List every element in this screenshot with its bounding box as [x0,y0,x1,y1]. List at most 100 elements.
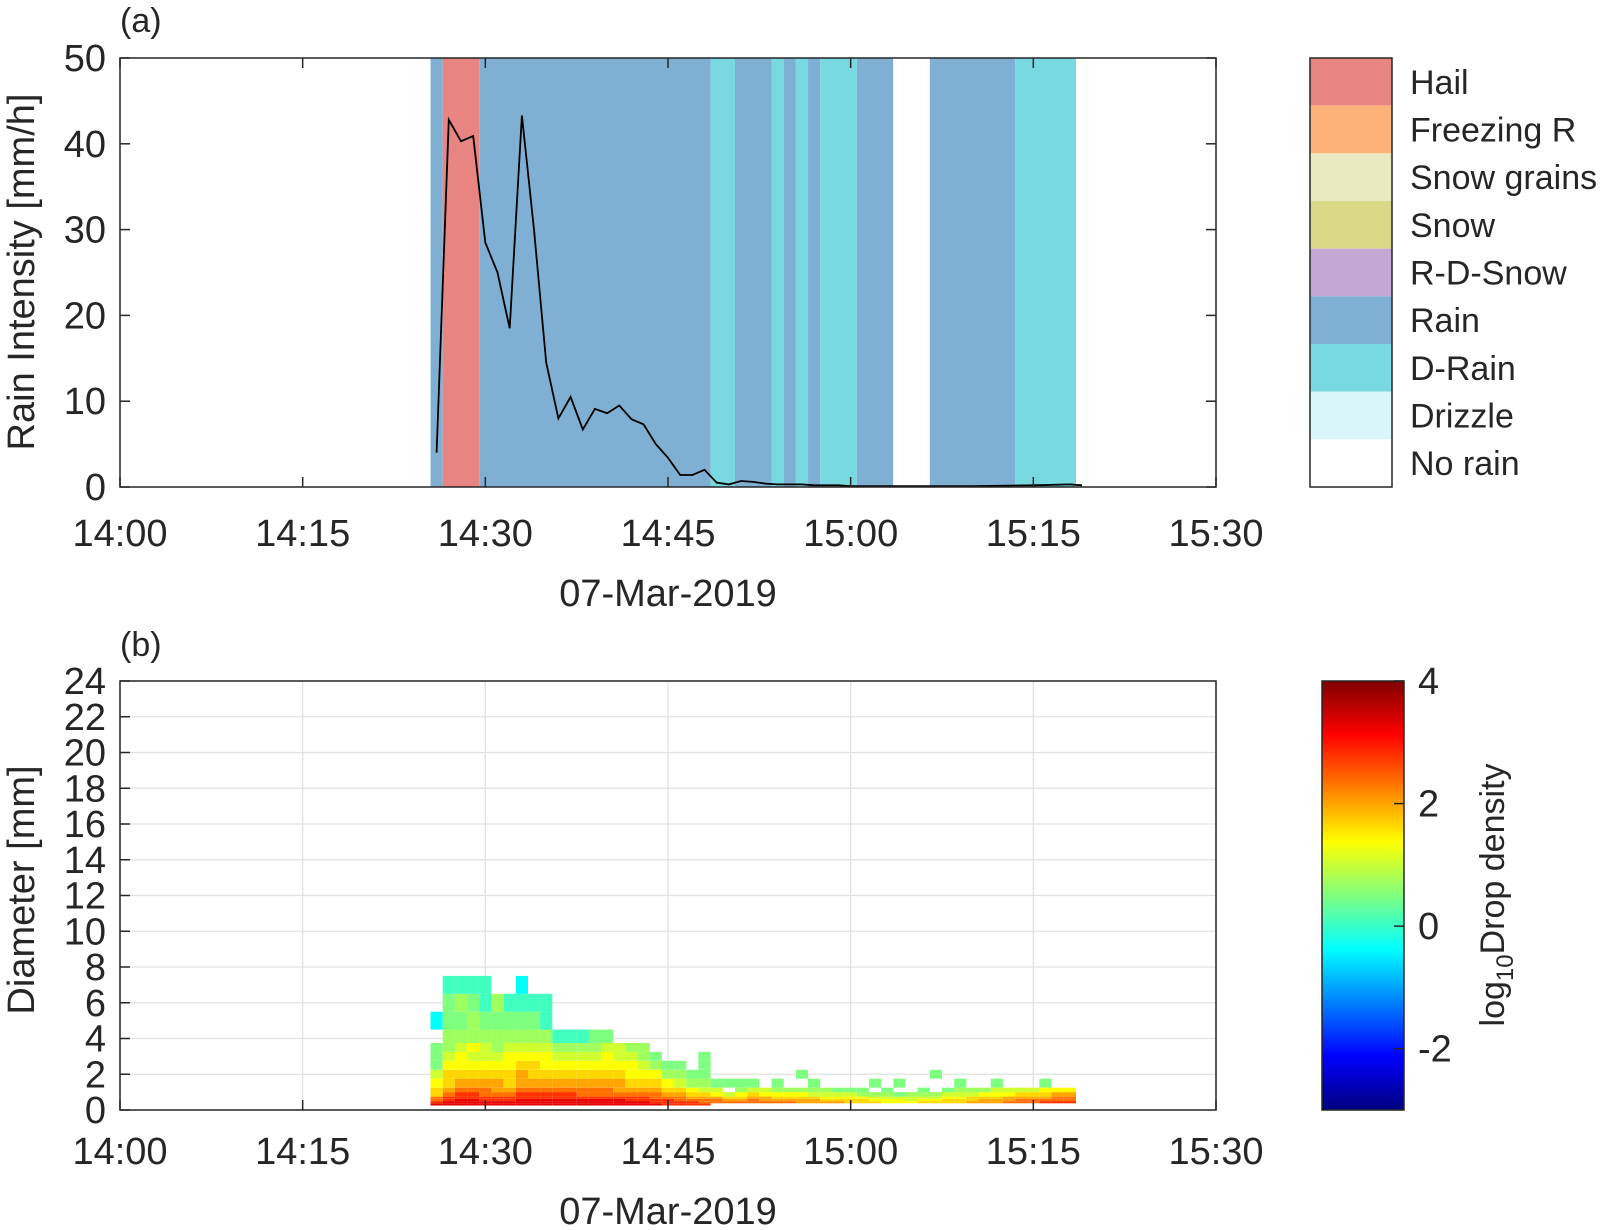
heatmap-cell-17-7 [637,1069,650,1079]
heatmap-cell-13-0 [588,1103,601,1106]
type-band-9 [820,58,857,487]
heatmap-cell-21-3 [686,1096,699,1099]
heatmap-cell-45-2 [978,1096,991,1099]
heatmap-cell-43-0 [954,1101,967,1104]
heatmap-cell-46-1 [990,1098,1003,1101]
heatmap-cell-40-3 [917,1092,930,1097]
heatmap-cell-18-3 [649,1096,662,1099]
heatmap-cell-14-7 [601,1069,614,1079]
heatmap-cell-45-1 [978,1098,991,1101]
legend-swatch-snow-grains [1310,153,1392,201]
heatmap-cell-26-1 [747,1098,760,1101]
heatmap-cell-10-5 [552,1087,565,1093]
heatmap-cell-25-3 [735,1092,748,1097]
y-tick-label-b-4: 8 [85,947,106,989]
heatmap-cell-28-3 [771,1092,784,1097]
x-tick-label-a-0: 14:00 [72,513,167,555]
legend-swatch-snow [1310,201,1392,249]
x-tick-label-b-4: 15:00 [803,1131,898,1173]
heatmap-cell-9-3 [540,1096,553,1099]
heatmap-cell-28-1 [771,1098,784,1101]
heatmap-cell-1-14 [442,975,455,994]
heatmap-cell-22-2 [698,1098,711,1101]
heatmap-cell-2-4 [454,1092,468,1097]
grid-b [119,680,1217,1111]
heatmap-cell-33-0 [832,1101,845,1104]
heatmap-cell-39-1 [905,1098,918,1101]
heatmap-cell-0-2 [430,1098,443,1101]
heatmap-cell-9-6 [540,1078,553,1088]
y-tick-label-b-10: 20 [64,733,106,775]
heatmap-cell-21-2 [686,1098,699,1101]
heatmap-cell-15-5 [613,1087,626,1093]
heatmap-cell-11-6 [564,1078,577,1088]
heatmap-cell-7-14 [515,975,528,994]
heatmap-cell-1-11 [442,1029,455,1043]
heatmap-cell-8-3 [528,1096,541,1099]
heatmap-cell-20-2 [674,1098,687,1101]
heatmap-cell-44-2 [966,1096,979,1099]
heatmap-cell-48-2 [1015,1096,1028,1099]
heatmap-cell-22-7 [698,1069,711,1079]
heatmap-cell-47-3 [1002,1092,1016,1097]
heatmap-cell-9-4 [540,1092,553,1097]
colorbar [1321,680,1405,1111]
heatmap-cell-17-8 [637,1060,650,1070]
heatmap-cell-35-0 [856,1101,869,1104]
type-band-8 [808,58,821,487]
heatmap-cell-25-4 [735,1087,748,1093]
heatmap-cell-3-14 [467,975,480,994]
heatmap-cell-9-12 [540,1011,553,1030]
heatmap-cell-23-1 [710,1098,723,1101]
heatmap-cell-2-1 [454,1101,468,1104]
heatmap-cell-35-3 [856,1092,869,1097]
x-tick-label-b-1: 14:15 [255,1131,350,1173]
heatmap-cell-49-4 [1027,1087,1040,1093]
heatmap-cell-1-5 [442,1087,455,1093]
heatmap-cell-8-10 [528,1043,541,1052]
heatmap-cell-6-10 [503,1043,516,1052]
heatmap-cell-16-3 [625,1096,638,1099]
heatmap-cell-7-13 [515,993,528,1012]
heatmap-cell-13-9 [588,1051,601,1061]
legend-swatch-freezing-r [1310,105,1392,154]
heatmap-cell-6-3 [503,1096,516,1099]
heatmap-cell-1-8 [442,1060,455,1070]
heatmap-cell-39-0 [905,1101,918,1104]
heatmap-cell-1-2 [442,1098,455,1101]
heatmap-cell-21-7 [686,1069,699,1079]
legend-label-6: D-Rain [1410,350,1516,388]
heatmap-cell-26-0 [747,1101,760,1104]
x-tick-label-b-3: 14:45 [620,1131,715,1173]
heatmap-cell-14-11 [601,1029,614,1043]
heatmap-cell-9-10 [540,1043,553,1052]
heatmap-cell-39-3 [905,1092,918,1097]
heatmap-cell-48-1 [1015,1098,1028,1101]
heatmap-cell-0-0 [430,1103,443,1106]
heatmap-cell-8-13 [528,993,541,1012]
heatmap-cell-45-0 [978,1101,991,1104]
heatmap-cell-7-4 [515,1092,528,1097]
heatmap-cell-7-6 [515,1078,528,1088]
heatmap-cell-17-4 [637,1092,650,1097]
heatmap-cell-3-10 [467,1043,480,1052]
heatmap-cell-44-4 [966,1087,979,1093]
heatmap-cell-20-8 [674,1060,687,1070]
heatmap-cell-29-3 [783,1092,796,1097]
heatmap-cell-50-4 [1039,1087,1052,1093]
heatmap-cell-3-6 [467,1078,480,1088]
heatmap-cell-10-7 [552,1069,565,1079]
colorbar-tick-label-3: 4 [1418,661,1439,703]
heatmap-cell-47-2 [1002,1096,1016,1099]
heatmap-cell-37-0 [881,1101,894,1104]
colorbar-tick-label-2: 2 [1418,784,1439,826]
heatmap-cell-36-3 [868,1092,882,1097]
y-tick-label-a-3: 30 [64,210,106,252]
heatmap-cell-10-0 [552,1103,565,1106]
rain-intensity-line [435,115,1083,488]
heatmap-cell-16-2 [625,1098,638,1101]
heatmap-cell-24-4 [722,1078,735,1088]
legend-swatch-hail [1310,58,1392,106]
heatmap-cell-8-9 [528,1051,541,1061]
heatmap-cell-4-5 [479,1087,492,1093]
